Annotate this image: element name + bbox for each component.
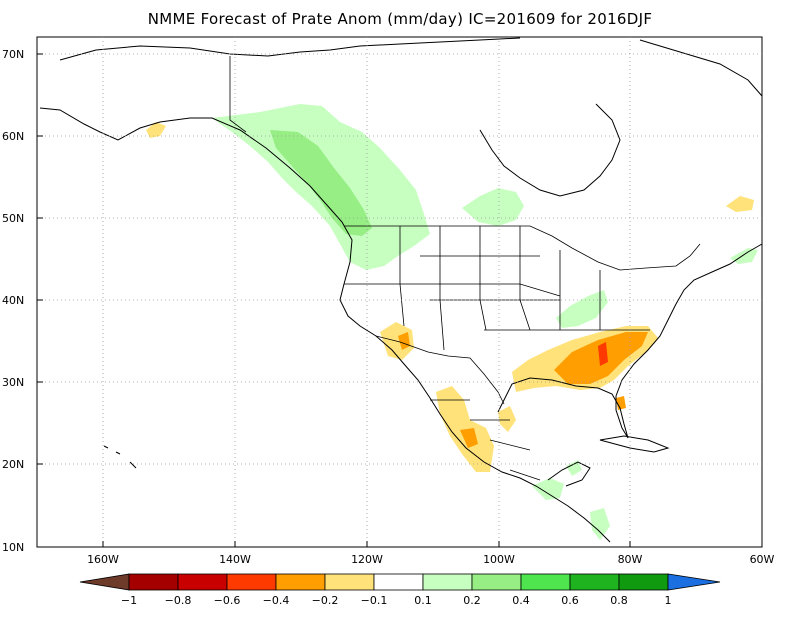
- dry-anomaly-florida: [616, 396, 626, 410]
- colorbar-box-8: [471, 573, 522, 591]
- colorbar-box-4: [275, 573, 326, 591]
- borders: [229, 56, 701, 481]
- us-state-lines: [344, 226, 650, 351]
- lat-label-10n: 10N: [2, 541, 24, 554]
- lon-label-60w: 60W: [750, 553, 775, 566]
- cuba: [599, 435, 670, 453]
- colorbar-box-6: [373, 573, 424, 591]
- yucatan-coast: [547, 461, 591, 487]
- colorbar-box-5: [324, 573, 375, 591]
- colorbar-box-2: [177, 573, 228, 591]
- alaska-canada-border: [229, 56, 247, 133]
- lat-label-20n: 20N: [2, 458, 24, 471]
- colorbar-box-7: [422, 573, 473, 591]
- north-america-coast: [39, 37, 611, 543]
- lon-label-140w: 140W: [219, 553, 251, 566]
- colorbar-high-arrow: [667, 573, 721, 591]
- wet-anomaly-central-america: [532, 478, 564, 500]
- dry-anomaly-texas-coast: [498, 406, 516, 432]
- gulf-coast: [497, 377, 629, 439]
- lat-label-40n: 40N: [2, 294, 24, 307]
- east-coast: [615, 243, 763, 397]
- wet-anomaly-northeast: [730, 248, 758, 264]
- coastlines: [39, 37, 763, 543]
- colorbar-label: 1: [665, 594, 672, 607]
- dry-anomaly-georgia-core: [598, 342, 608, 366]
- colorbar-label: 0.8: [610, 594, 628, 607]
- dry-anomaly-south-alaska: [146, 122, 166, 138]
- colorbar-label: −0.4: [263, 594, 290, 607]
- wet-anomaly-caribbean-side: [590, 508, 610, 540]
- wet-anomaly-ohio-valley: [556, 290, 608, 328]
- lat-label-30n: 30N: [2, 376, 24, 389]
- map-frame: [36, 36, 763, 548]
- hudson-bay: [479, 103, 621, 197]
- colorbar-label: −0.6: [214, 594, 241, 607]
- axis-ticks: [37, 53, 631, 547]
- dry-anomaly-western-mexico: [436, 386, 494, 472]
- lon-label-80w: 80W: [618, 553, 643, 566]
- hawaii: [103, 445, 137, 469]
- us-canada-border: [344, 225, 701, 271]
- lat-label-50n: 50N: [2, 212, 24, 225]
- colorbar-low-arrow: [79, 573, 130, 591]
- colorbar-box-11: [618, 573, 669, 591]
- colorbar-label: −0.1: [361, 594, 388, 607]
- lat-label-60n: 60N: [2, 130, 24, 143]
- lon-label-160w: 160W: [87, 553, 119, 566]
- colorbar-label: −0.8: [165, 594, 192, 607]
- wet-anomaly-great-lakes: [462, 188, 524, 226]
- colorbar: [79, 573, 721, 591]
- greenland-coast: [639, 39, 763, 97]
- colorbar-label: 0.6: [561, 594, 579, 607]
- colorbar-label: −0.2: [312, 594, 339, 607]
- colorbar-label: 0.1: [414, 594, 432, 607]
- wet-anomaly-bc-core: [270, 130, 372, 236]
- colorbar-box-10: [569, 573, 620, 591]
- colorbar-box-9: [520, 573, 571, 591]
- colorbar-box-1: [128, 573, 179, 591]
- lon-label-100w: 100W: [483, 553, 515, 566]
- dry-anomaly-western-mexico-core: [460, 428, 478, 448]
- us-mexico-border: [375, 335, 505, 405]
- colorbar-label: 0.2: [463, 594, 481, 607]
- lat-label-70n: 70N: [2, 48, 24, 61]
- colorbar-label: −1: [121, 594, 137, 607]
- dry-anomaly-newfoundland: [726, 196, 754, 212]
- colorbar-label: 0.4: [512, 594, 530, 607]
- anomaly-shading: [146, 104, 758, 540]
- mexico-states: [430, 399, 541, 481]
- colorbar-box-3: [226, 573, 277, 591]
- graticule: [37, 37, 762, 547]
- dry-anomaly-southwest-core: [398, 332, 410, 350]
- chart-title: NMME Forecast of Prate Anom (mm/day) IC=…: [147, 10, 653, 28]
- lon-label-120w: 120W: [351, 553, 383, 566]
